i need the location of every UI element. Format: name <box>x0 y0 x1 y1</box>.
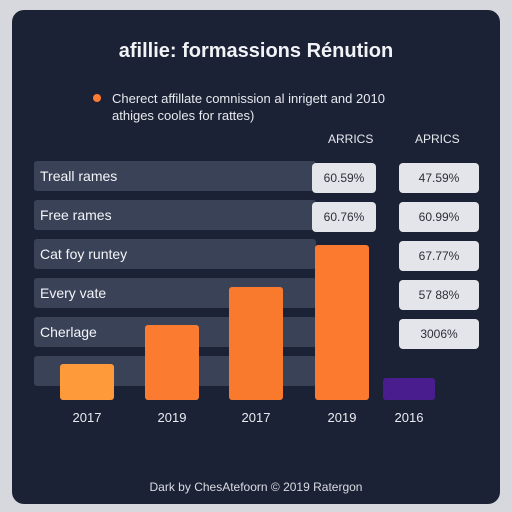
x-tick-label: 2017 <box>242 410 271 425</box>
bar-2017-2 <box>229 287 283 400</box>
legend-line-2: athiges cooles for rattes) <box>112 108 255 123</box>
table-cell: 47.59% <box>399 163 479 193</box>
table-cell: 60.76% <box>312 202 376 232</box>
row-label: Cherlage <box>40 324 97 340</box>
chart-title: afillie: formassions Rénution <box>118 40 394 62</box>
x-tick-label: 2017 <box>73 410 102 425</box>
column-header-1: ARRICS <box>328 132 374 146</box>
bar-2017-0 <box>60 364 114 400</box>
x-tick-label: 2016 <box>395 410 424 425</box>
x-tick-label: 2019 <box>158 410 187 425</box>
x-tick-label: 2019 <box>328 410 357 425</box>
footer-credit: Dark by ChesAtefoorn © 2019 Ratergon <box>149 480 363 494</box>
legend-marker <box>93 94 101 102</box>
table-row <box>34 200 316 230</box>
row-label: Cat foy runtey <box>40 246 128 262</box>
legend-text: Cherect affillate comnission al inrigett… <box>112 90 452 124</box>
bar-chart: 2017 2019 2017 2019 2016 <box>60 245 435 425</box>
row-label: Every vate <box>40 285 107 301</box>
chart-card: afillie: formassions Rénution Cherect af… <box>12 10 500 504</box>
table-cell: 60.99% <box>399 202 479 232</box>
table-cell: 60.59% <box>312 163 376 193</box>
table-cell: 3006% <box>399 319 479 349</box>
table-row <box>34 161 316 191</box>
row-label: Treall rames <box>40 168 118 184</box>
row-label: Free rames <box>40 207 112 223</box>
table-cell: 67.77% <box>399 241 479 271</box>
column-header-2: APRICS <box>415 132 460 146</box>
table-row <box>34 239 316 269</box>
bar-2019-3 <box>315 245 369 400</box>
bar-2019-1 <box>145 325 199 400</box>
legend-line-1: Cherect affillate comnission al inrigett… <box>112 91 385 106</box>
table-cell: 57 88% <box>399 280 479 310</box>
bar-2016-4 <box>383 378 435 400</box>
